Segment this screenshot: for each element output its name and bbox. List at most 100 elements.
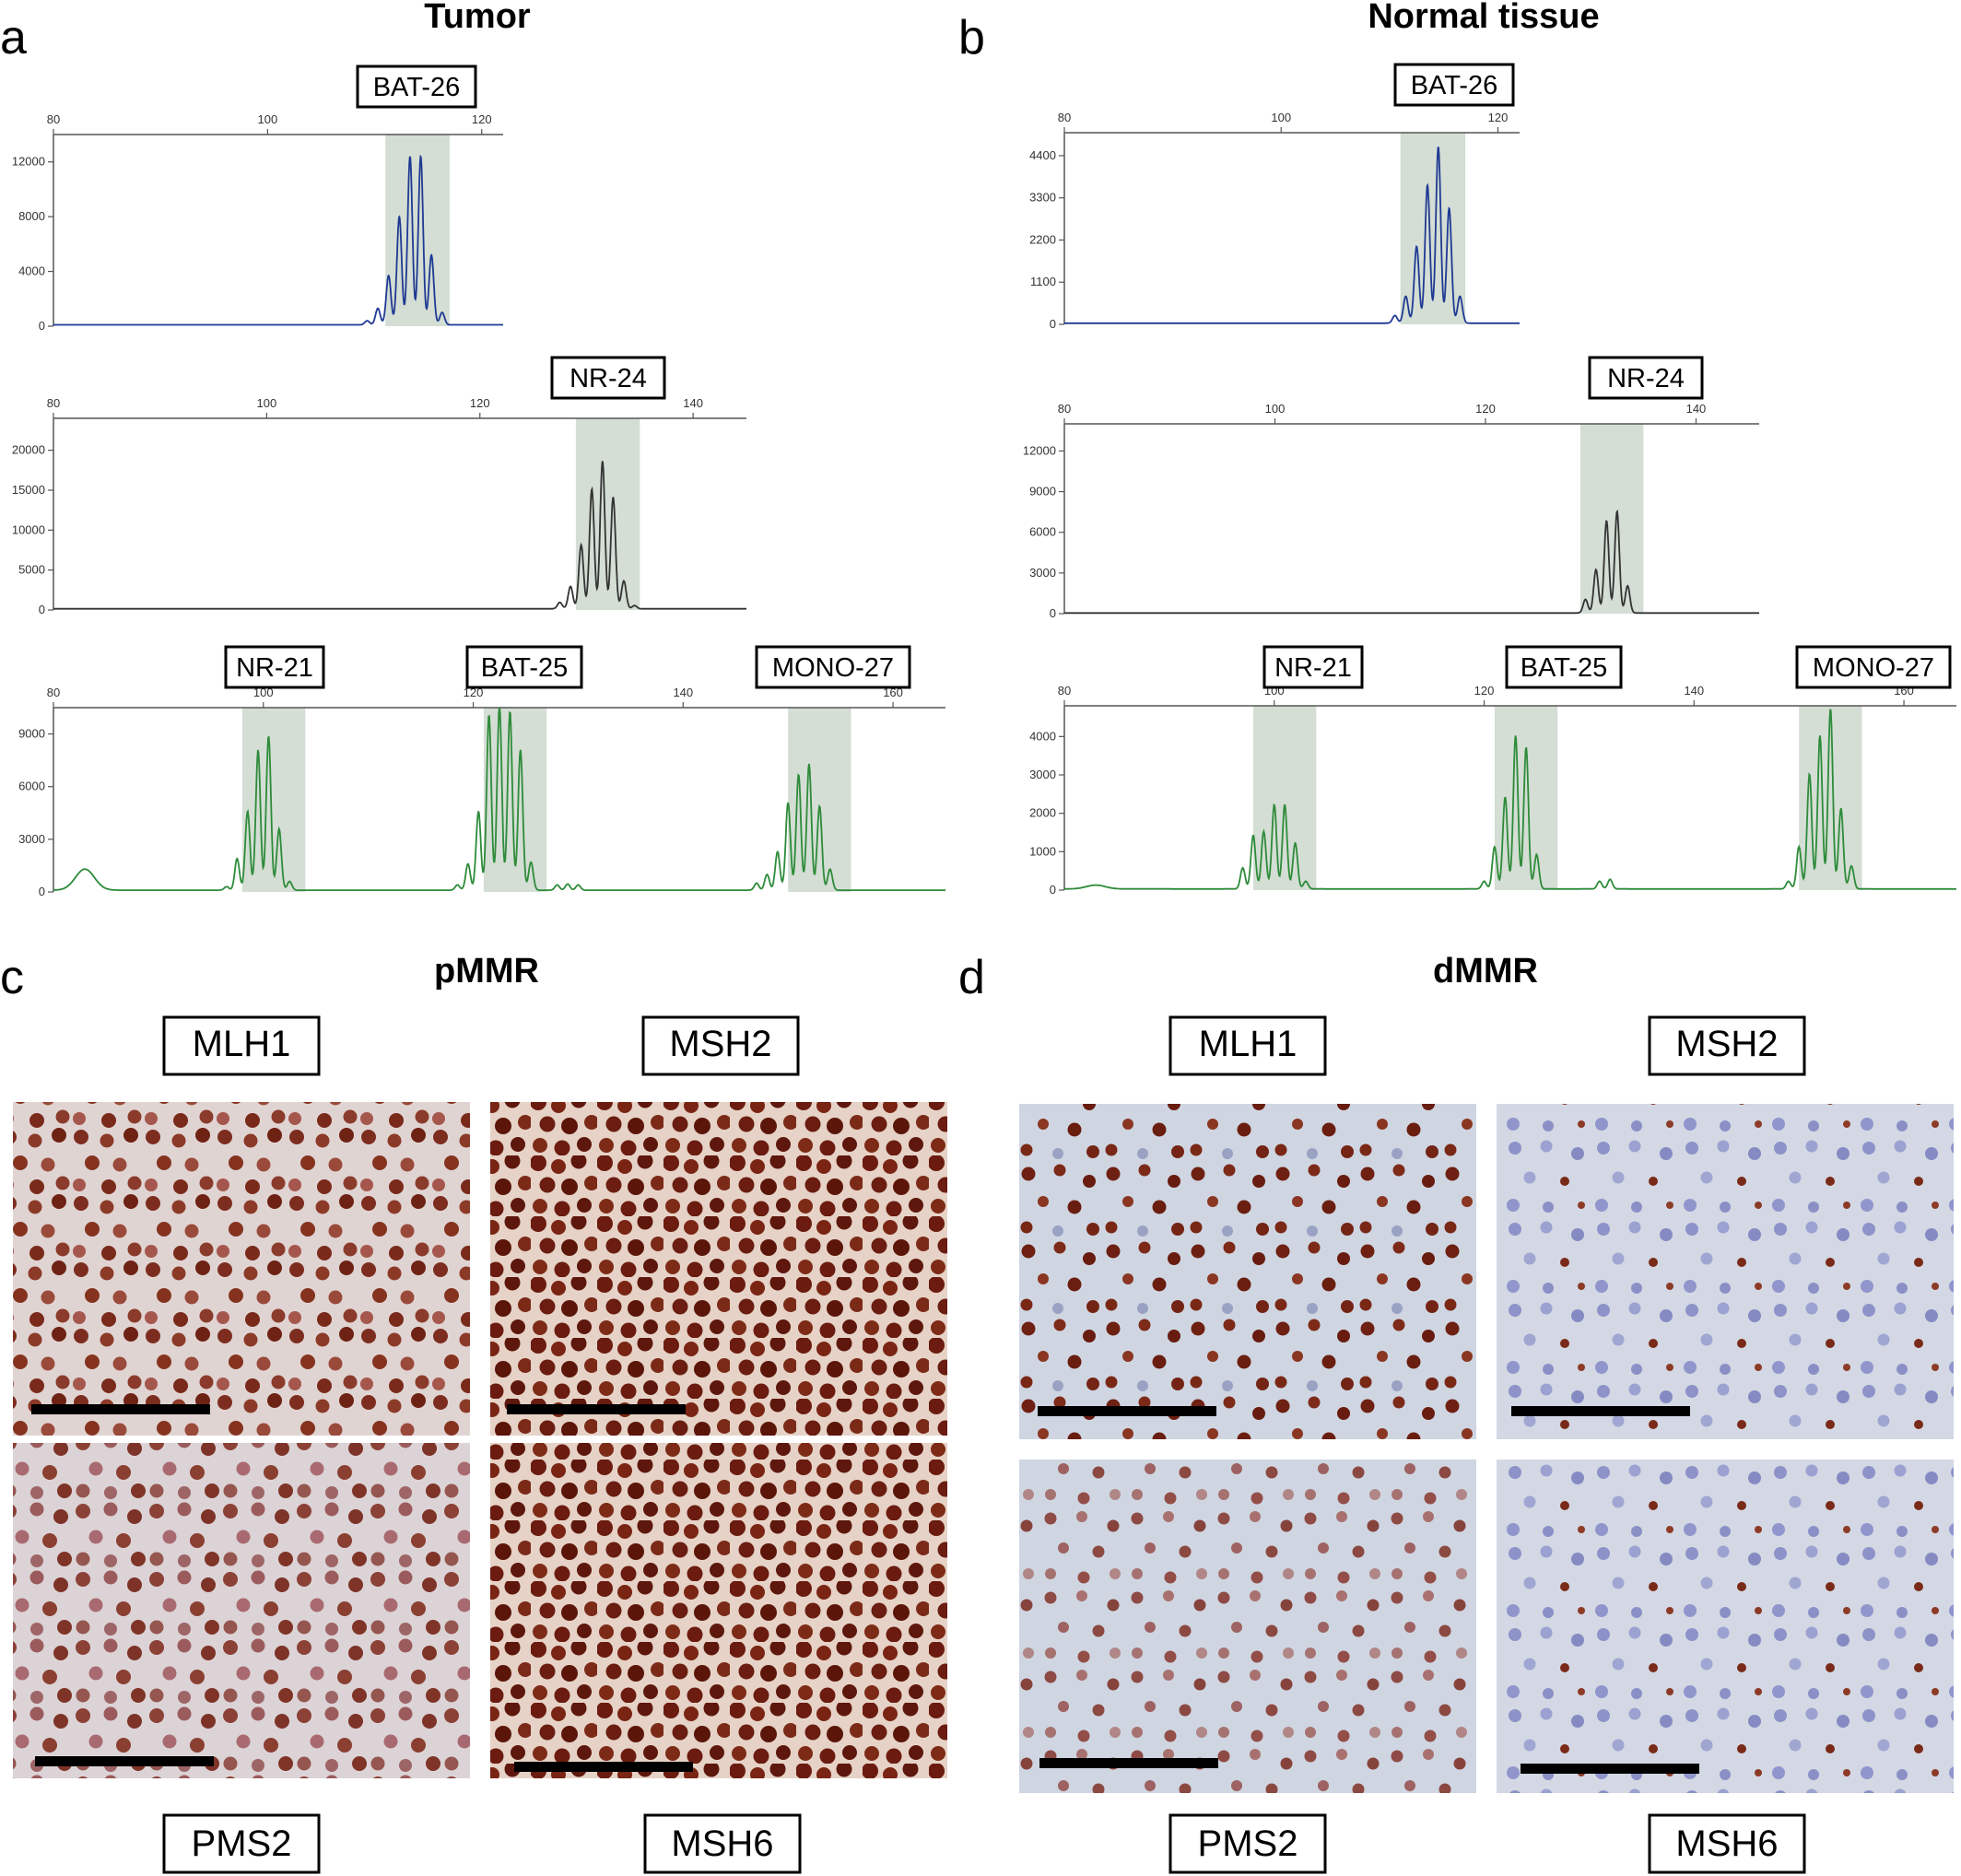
marker-box-b3-2 [1795,645,1952,689]
allele-bin-a3-2 [788,708,851,892]
y-tick-label-b2-4: 12000 [1023,443,1056,457]
peak-a3-22 [788,802,789,803]
allele-bin-b3-1 [1494,706,1558,890]
scale-bar-c-msh6 [514,1762,693,1772]
peak-b2-0 [1585,599,1586,600]
x-tick-label-a2-1: 100 [257,396,277,410]
scale-bar-d-msh2 [1511,1406,1690,1416]
stain-text-d-msh6: MSH6 [1675,1823,1778,1864]
ihc-image-d-msh2 [1497,1104,1954,1439]
peak-a3-0 [85,869,86,870]
stain-text-d-msh2: MSH2 [1675,1024,1778,1064]
trace-b2 [1064,510,1759,615]
y-tick-label-a3-2: 6000 [18,780,45,793]
y-tick-label-a1-0: 0 [39,319,45,333]
x-tick-label-a2-2: 120 [470,396,490,410]
stain-text-c-msh2: MSH2 [669,1024,771,1064]
panel-letter-c: c [0,951,24,1004]
peak-a2-7 [634,605,635,606]
x-tick-label-a2-3: 140 [683,396,703,410]
ihc-image-d-mlh1 [1019,1104,1476,1439]
peak-b3-16 [1788,881,1789,882]
marker-box-a2-0 [550,356,666,400]
y-tick-label-a2-4: 20000 [12,443,45,457]
peak-b3-21 [1840,808,1841,809]
peak-b3-3 [1263,831,1264,832]
y-tick-label-b1-1: 1100 [1030,275,1056,288]
x-tick-label-a3-0: 80 [47,686,60,699]
y-tick-label-a2-1: 5000 [18,563,45,577]
chart-normal-nr24: 80 100 120 140 0 3000 6000 9000 12000 NR-24 [1023,356,1759,620]
stain-text-c-msh6: MSH6 [671,1823,773,1864]
marker-label-a2-0: NR-24 [570,364,647,393]
y-tick-label-b3-2: 2000 [1029,806,1056,820]
marker-box-b3-1 [1505,645,1623,689]
peak-a2-3 [592,488,593,489]
peak-a3-1 [226,886,227,887]
marker-label-b3-0: NR-21 [1274,653,1352,683]
peak-b3-2 [1252,835,1253,836]
x-tick-label-b3-2: 120 [1474,684,1495,698]
ihc-image-d-pms2 [1019,1460,1476,1793]
scale-bar-c-mlh1 [31,1404,210,1414]
ihc-image-c-msh2 [490,1102,947,1436]
y-tick-label-b1-3: 3300 [1029,191,1056,205]
peak-a3-4 [258,749,259,750]
x-tick-label-b2-1: 100 [1265,402,1286,416]
x-tick-label-b1-0: 80 [1058,111,1071,124]
y-tick-label-b1-4: 4400 [1029,148,1056,162]
y-tick-label-b3-1: 1000 [1029,844,1056,858]
y-tick-label-a2-0: 0 [39,603,45,616]
x-tick-label-a1-2: 120 [472,112,492,126]
marker-label-a3-0: NR-21 [236,653,313,683]
peak-b3-7 [1305,881,1306,882]
x-tick-label-a3-4: 160 [883,686,903,699]
y-tick-label-b2-1: 3000 [1029,566,1056,580]
chart-tumor-nr24: 80 100 120 140 0 5000 10000 15000 20000 NR-24 [12,356,746,616]
peak-a3-12 [499,708,500,709]
marker-label-a1-0: BAT-26 [373,73,461,102]
y-tick-label-b2-2: 6000 [1029,525,1056,539]
x-tick-label-a2-0: 80 [47,396,60,410]
peak-b2-3 [1616,510,1617,511]
x-tick-label-b1-1: 100 [1271,111,1291,124]
peak-a1-7 [441,312,442,313]
peak-b3-14 [1599,881,1600,882]
allele-bin-b2-0 [1579,424,1644,614]
y-tick-label-b1-0: 0 [1050,317,1056,331]
peak-b3-5 [1285,804,1286,805]
peak-b2-2 [1606,521,1607,522]
peak-a3-21 [777,851,778,852]
y-tick-label-a3-3: 9000 [18,727,45,741]
peak-a3-25 [819,805,820,806]
stain-label-c-mlh1: MLH1 [162,1015,321,1076]
peak-b3-6 [1295,842,1296,843]
peak-a3-2 [237,858,238,859]
y-tick-label-a1-2: 8000 [18,209,45,223]
peak-a3-11 [488,714,489,715]
y-tick-label-a3-0: 0 [39,885,45,898]
peak-b3-19 [1819,735,1820,736]
panel-letter-b: b [958,11,985,64]
peak-b1-5 [1449,207,1450,208]
x-tick-label-b3-0: 80 [1058,684,1071,698]
peak-a2-6 [623,580,624,581]
x-tick-label-a1-1: 100 [258,112,278,126]
peak-b3-22 [1851,865,1852,866]
stain-text-d-mlh1: MLH1 [1199,1024,1298,1064]
marker-box-a1-0 [356,64,477,109]
scale-bar-c-pms2 [35,1756,214,1766]
peak-a2-5 [613,497,614,498]
y-tick-label-a1-3: 12000 [12,155,45,169]
stain-label-c-msh6: MSH6 [643,1813,802,1874]
peak-a2-1 [570,586,571,587]
x-tick-label-a3-1: 100 [253,686,274,699]
peak-b3-8 [1484,881,1485,882]
allele-bin-b3-0 [1252,706,1317,890]
allele-bin-a3-0 [241,708,306,892]
peak-a3-5 [268,735,269,736]
scale-bar-d-mlh1 [1038,1406,1216,1416]
stain-label-c-msh2: MSH2 [641,1015,800,1076]
panel-title-pmmr: pMMR [434,952,539,991]
